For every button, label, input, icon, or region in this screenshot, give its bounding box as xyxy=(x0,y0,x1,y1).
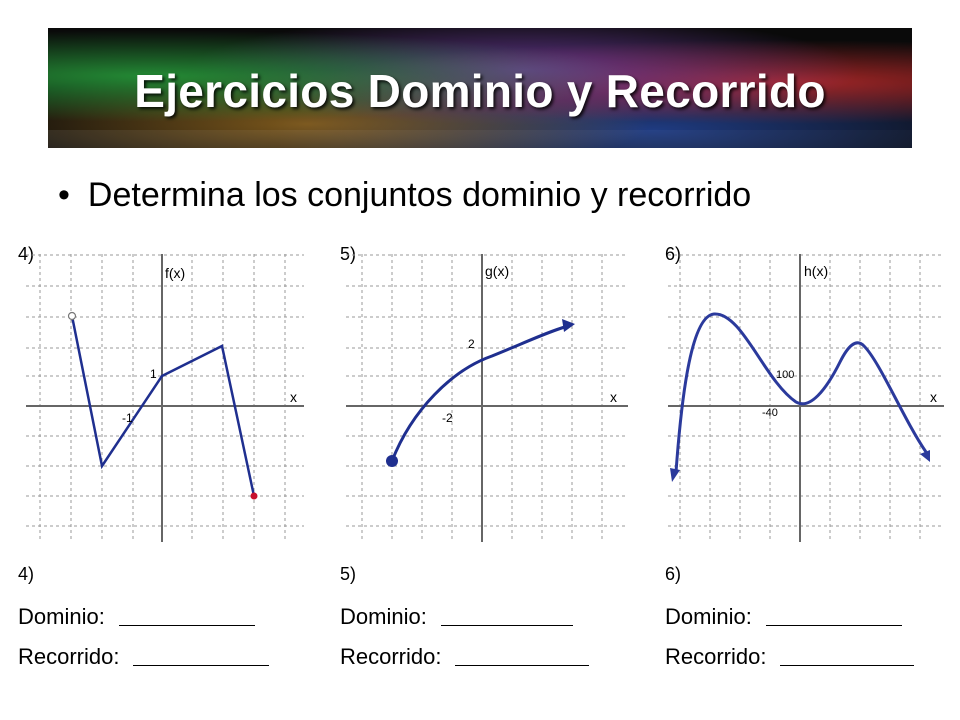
graph-g-function-label: g(x) xyxy=(485,263,509,279)
graph-h-function-label: h(x) xyxy=(804,263,828,279)
answer-6-number: 6) xyxy=(665,564,682,584)
graph-f-open-point xyxy=(67,311,77,321)
answer-4-dominio-blank[interactable] xyxy=(118,625,255,626)
graph-g-x-label: x xyxy=(610,389,617,405)
exercise-4-number: 4) xyxy=(18,244,35,264)
answer-4-dominio-row: Dominio: xyxy=(18,590,269,630)
graph-h-x-label: x xyxy=(930,389,937,405)
graph-g-closed-point xyxy=(386,455,398,467)
graph-f-tick-1: 1 xyxy=(150,367,157,381)
banner-footer-strip xyxy=(48,130,912,148)
answer-5-recorrido-label: Recorrido: xyxy=(340,644,442,669)
graph-f-function-label: f(x) xyxy=(165,265,185,281)
answer-5-dominio-label: Dominio: xyxy=(340,604,427,629)
graph-f-tick-neg1: -1 xyxy=(122,411,133,425)
answer-4-dominio-label: Dominio: xyxy=(18,604,105,629)
answer-4-recorrido-blank[interactable] xyxy=(133,665,270,666)
instruction-label: Determina los conjuntos dominio y recorr… xyxy=(87,176,752,214)
graph-g-tick-neg2: -2 xyxy=(442,411,453,425)
answer-5-number: 5) xyxy=(340,564,357,584)
answer-5-dominio-blank[interactable] xyxy=(440,625,573,626)
answer-6-dominio-row: Dominio: xyxy=(665,590,914,630)
bullet-icon: • xyxy=(58,176,70,214)
page-title: Ejercicios Dominio y Recorrido xyxy=(134,65,826,117)
answer-6-dominio-blank[interactable] xyxy=(765,625,902,626)
graph-h: h(x) x 100 -40 xyxy=(668,254,944,542)
graph-g-tick-2: 2 xyxy=(468,337,475,351)
answer-6-recorrido-row: Recorrido: xyxy=(665,630,915,670)
graph-h-left-arrow-head xyxy=(670,468,680,482)
answer-6-recorrido-label: Recorrido: xyxy=(665,644,767,669)
graph-f: f(x) x 1 -1 xyxy=(26,254,304,542)
exercise-5-number: 5) xyxy=(340,244,357,264)
graph-f-x-label: x xyxy=(290,389,297,405)
answer-5-dominio-row: Dominio: xyxy=(340,590,589,630)
answer-block-4: Dominio: Recorrido: xyxy=(18,590,270,670)
answer-5-recorrido-blank[interactable] xyxy=(455,665,590,666)
answer-6-recorrido-blank[interactable] xyxy=(780,665,915,666)
graph-h-right-arrow-head xyxy=(920,450,930,462)
graph-g-arrow-head xyxy=(562,319,575,332)
graph-h-tick-100: 100 xyxy=(776,369,794,381)
answer-4-recorrido-label: Recorrido: xyxy=(18,644,120,669)
graph-h-tick-neg40: -40 xyxy=(762,407,778,419)
exercise-6-number: 6) xyxy=(665,244,682,264)
graph-h-grid xyxy=(668,254,944,542)
answer-block-6: Dominio: Recorrido: xyxy=(665,590,915,670)
answer-4-recorrido-row: Recorrido: xyxy=(18,630,270,670)
answer-block-5: Dominio: Recorrido: xyxy=(340,590,590,670)
graph-f-grid xyxy=(26,254,304,542)
graph-g: g(x) x 2 -2 xyxy=(346,254,628,542)
answer-5-recorrido-row: Recorrido: xyxy=(340,630,590,670)
graph-h-curve xyxy=(674,312,928,473)
answer-4-number: 4) xyxy=(18,564,35,584)
graph-f-curve xyxy=(70,315,256,497)
answer-6-dominio-label: Dominio: xyxy=(665,604,752,629)
graph-g-curve xyxy=(390,324,569,462)
instruction-text: • Determina los conjuntos dominio y recor… xyxy=(58,176,751,215)
title-banner: Ejercicios Dominio y Recorrido xyxy=(48,28,912,148)
graph-g-grid xyxy=(346,254,628,542)
graph-f-closed-point xyxy=(250,492,258,500)
